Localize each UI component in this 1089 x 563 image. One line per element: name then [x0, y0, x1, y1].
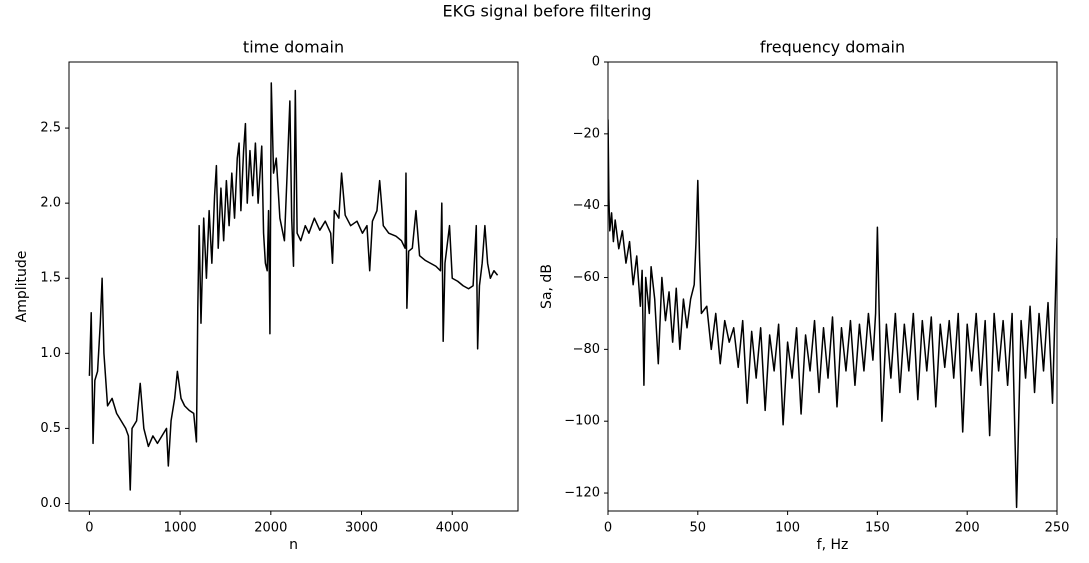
axes-frame: [607, 61, 1058, 512]
x-tick-label: 4000: [436, 521, 469, 536]
axes-frame: [68, 61, 519, 512]
plot-area: [608, 119, 1057, 509]
y-tick-label: 0.0: [40, 496, 61, 511]
y-axis-label: Sa, dB: [539, 264, 555, 309]
x-tick-label: 0: [85, 521, 93, 536]
plot-area: [88, 82, 499, 491]
x-tick-label: 0: [604, 521, 612, 536]
x-axis-label: f, Hz: [817, 537, 849, 553]
axes-title: frequency domain: [760, 38, 905, 57]
x-tick-label: 2000: [254, 521, 287, 536]
x-axis-label: n: [289, 537, 298, 553]
signal-line: [608, 119, 1057, 509]
y-tick-label: 0.5: [40, 421, 61, 436]
axes-title: time domain: [243, 38, 344, 57]
y-tick-label: 2.5: [40, 121, 61, 136]
x-tick-label: 250: [1045, 521, 1070, 536]
x-tick-label: 150: [865, 521, 890, 536]
x-tick-label: 3000: [345, 521, 378, 536]
y-tick-label: 1.0: [40, 346, 61, 361]
y-tick-label: −20: [573, 126, 600, 141]
y-tick-label: −80: [573, 342, 600, 357]
x-tick-label: 100: [775, 521, 800, 536]
x-tick-label: 50: [690, 521, 707, 536]
y-axis-label: Amplitude: [14, 251, 30, 323]
y-tick-label: 0: [592, 55, 600, 70]
figure-title: EKG signal before filtering: [442, 2, 651, 21]
x-tick-label: 1000: [164, 521, 197, 536]
y-tick-label: 2.0: [40, 196, 61, 211]
y-tick-label: −60: [573, 270, 600, 285]
y-tick-label: −40: [573, 198, 600, 213]
y-tick-label: −120: [564, 486, 600, 501]
y-tick-label: −100: [564, 414, 600, 429]
x-tick-label: 200: [955, 521, 980, 536]
signal-line: [88, 82, 499, 491]
y-tick-label: 1.5: [40, 271, 61, 286]
